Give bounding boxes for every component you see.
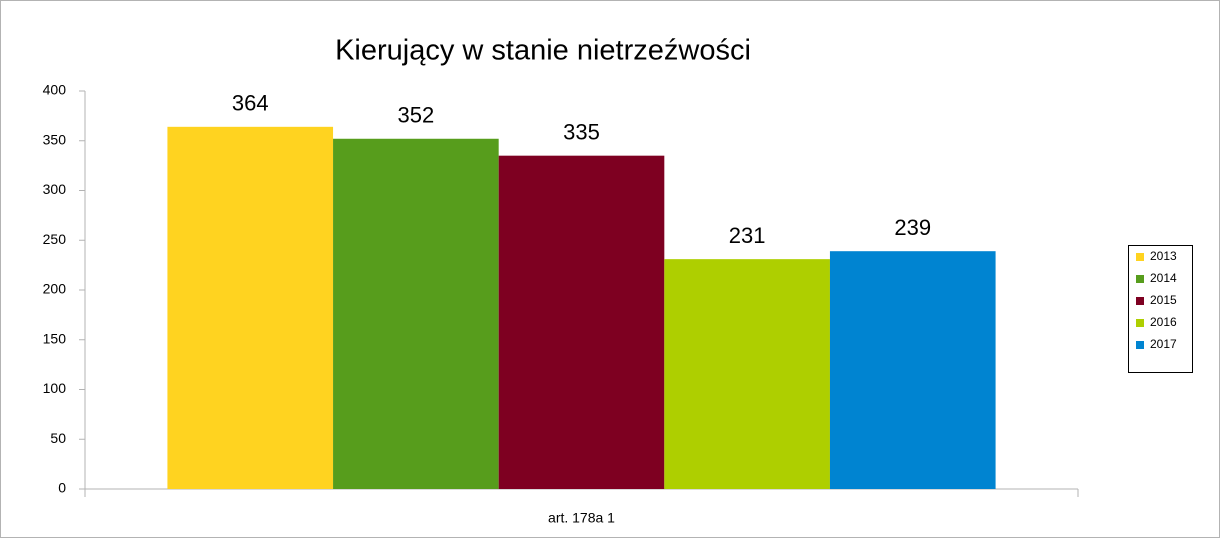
y-tick-label: 50 <box>50 430 66 446</box>
y-tick-label: 250 <box>43 231 67 247</box>
legend-label: 2015 <box>1150 293 1177 307</box>
bar <box>829 251 996 489</box>
bar <box>333 138 499 489</box>
bar <box>167 126 334 489</box>
y-tick-label: 400 <box>43 82 67 98</box>
y-tick-label: 100 <box>43 380 67 396</box>
y-tick-label: 300 <box>43 181 67 197</box>
data-label: 231 <box>729 223 766 248</box>
legend-swatch <box>1136 341 1144 349</box>
y-tick-label: 350 <box>43 131 67 147</box>
data-label: 239 <box>894 215 931 240</box>
legend-swatch <box>1136 275 1144 283</box>
legend-label: 2013 <box>1150 249 1177 263</box>
legend-swatch <box>1136 297 1144 305</box>
bar <box>664 259 830 489</box>
y-tick-label: 150 <box>43 330 67 346</box>
legend-label: 2016 <box>1150 315 1177 329</box>
y-tick-label: 200 <box>43 281 67 297</box>
y-tick-label: 0 <box>58 480 66 496</box>
bar <box>498 155 665 490</box>
legend-label: 2014 <box>1150 271 1177 285</box>
data-label: 352 <box>398 103 435 128</box>
legend-swatch <box>1136 319 1144 327</box>
legend-box <box>1128 245 1193 373</box>
data-label: 335 <box>563 119 600 144</box>
legend-label: 2017 <box>1150 337 1177 351</box>
legend-swatch <box>1136 253 1144 261</box>
data-label: 364 <box>232 91 269 116</box>
x-tick-label: art. 178a 1 <box>548 510 615 526</box>
chart-title: Kierujący w stanie nietrzeźwości <box>335 35 751 67</box>
